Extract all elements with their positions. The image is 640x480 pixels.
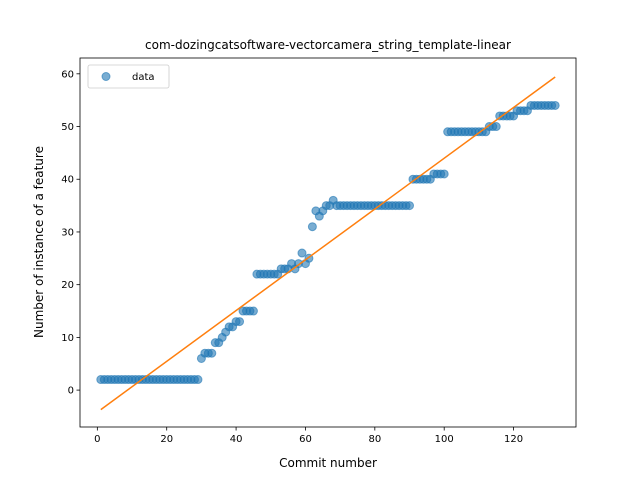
plot-area	[96, 76, 560, 411]
data-point	[550, 100, 560, 110]
x-tick-label: 60	[299, 434, 312, 445]
data-point	[193, 375, 203, 385]
x-tick-label: 40	[230, 434, 243, 445]
data-point	[248, 306, 258, 316]
data-point	[297, 248, 307, 258]
y-tick-label: 50	[61, 122, 74, 133]
data-point	[235, 317, 245, 327]
data-point	[491, 122, 501, 132]
legend-label: data	[132, 72, 155, 83]
y-tick-label: 40	[61, 175, 74, 186]
data-point	[405, 201, 415, 211]
x-axis-label: Commit number	[279, 456, 377, 470]
y-tick-label: 20	[61, 280, 74, 291]
y-tick-label: 30	[61, 227, 74, 238]
axes-frame	[79, 57, 577, 428]
x-tick-label: 20	[160, 434, 173, 445]
x-tick-label: 0	[94, 434, 100, 445]
legend: data	[87, 64, 170, 89]
x-tick-label: 80	[368, 434, 381, 445]
y-tick-label: 0	[68, 386, 74, 397]
x-tick-label: 120	[504, 434, 523, 445]
data-point	[207, 348, 217, 358]
axes: 0 20 40 60 80 100 120 0 10 20 30 40 50 60	[61, 57, 577, 445]
plot-marks	[96, 76, 560, 411]
y-axis-label: Number of instance of a feature	[32, 146, 46, 338]
x-tick-label: 100	[435, 434, 454, 445]
data-point	[307, 222, 317, 232]
y-tick-label: 60	[61, 69, 74, 80]
data-point	[439, 169, 449, 179]
fit-line	[100, 76, 556, 411]
chart-title: com-dozingcatsoftware-vectorcamera_strin…	[145, 38, 511, 52]
legend-box	[87, 64, 170, 89]
y-tick-label: 10	[61, 333, 74, 344]
legend-marker	[101, 72, 111, 81]
